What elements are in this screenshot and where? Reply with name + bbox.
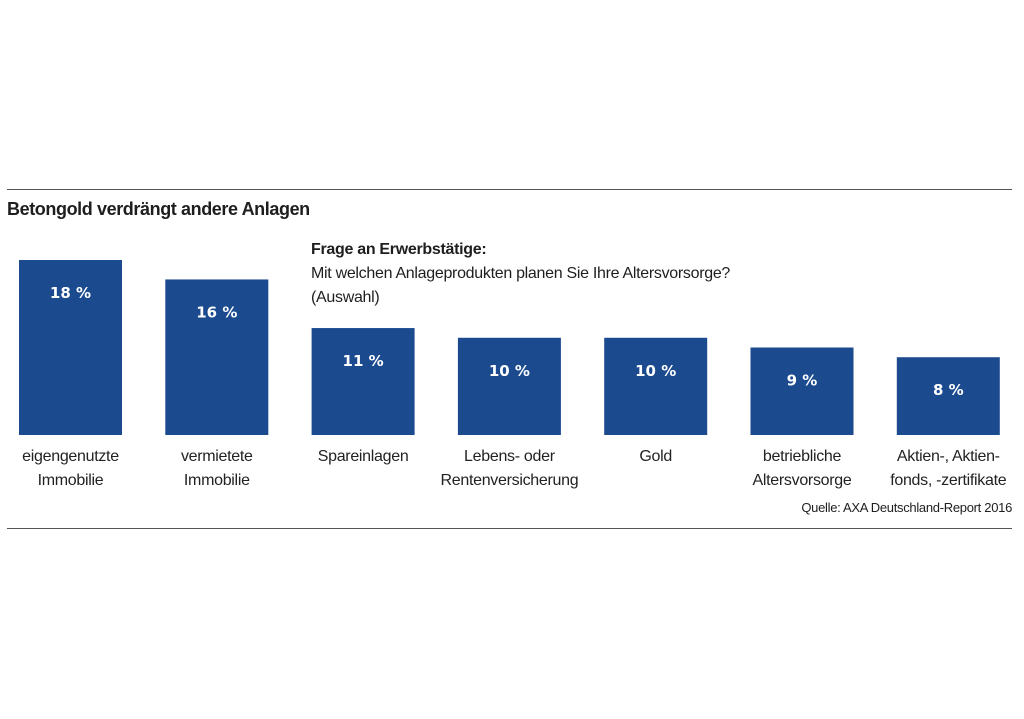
category-label: Altersvorsorge xyxy=(753,472,852,489)
bar xyxy=(750,347,854,435)
category-label: Immobilie xyxy=(184,472,250,489)
question-heading: Frage an Erwerbstätige: xyxy=(311,241,487,258)
data-label: 10 % xyxy=(489,362,530,380)
category-label: betriebliche xyxy=(763,448,842,465)
data-label: 8 % xyxy=(933,381,964,399)
bar xyxy=(604,337,708,435)
bar xyxy=(896,357,1000,435)
category-label: Immobilie xyxy=(38,472,104,489)
bar xyxy=(457,337,561,435)
data-label: 18 % xyxy=(50,284,91,302)
bar xyxy=(311,328,415,435)
category-label: Rentenversicherung xyxy=(441,472,579,489)
category-label: Lebens- oder xyxy=(464,448,556,465)
question-line: Mit welchen Anlageprodukten planen Sie I… xyxy=(311,265,731,282)
chart-subtitle: Frage an Erwerbstätige: Mit welchen Anla… xyxy=(311,238,730,310)
data-label: 11 % xyxy=(343,352,384,370)
question-note: (Auswahl) xyxy=(311,289,380,306)
data-label: 16 % xyxy=(196,303,237,321)
bar xyxy=(165,279,269,435)
category-label: Gold xyxy=(639,448,672,465)
data-label: 10 % xyxy=(635,362,676,380)
chart-title: Betongold verdrängt andere Anlagen xyxy=(7,199,310,219)
category-label: eigengenutzte xyxy=(22,448,119,465)
category-label: Spareinlagen xyxy=(318,448,409,465)
bottom-rule xyxy=(7,528,1012,529)
category-label: fonds, -zertifikate xyxy=(890,472,1007,489)
category-label: vermietete xyxy=(181,448,253,465)
top-rule xyxy=(7,189,1012,190)
bar xyxy=(19,260,122,435)
data-label: 9 % xyxy=(787,372,818,390)
category-label: Aktien-, Aktien- xyxy=(897,448,1000,465)
source-note: Quelle: AXA Deutschland-Report 2016 xyxy=(801,500,1012,515)
